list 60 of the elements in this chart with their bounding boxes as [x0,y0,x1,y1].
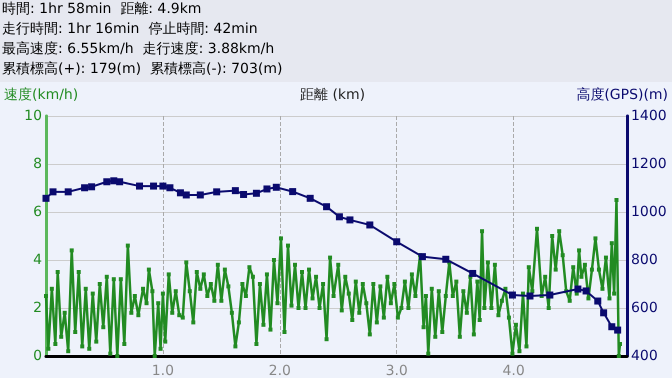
point [366,221,374,228]
y-tick-label: 2 [33,300,42,316]
point [272,184,280,191]
point [240,190,248,198]
point [159,182,166,190]
point [393,238,400,246]
y2-tick-label: 1000 [631,204,667,220]
point [103,178,110,186]
point [81,184,88,192]
point [136,182,144,190]
point [50,188,57,196]
point [64,188,72,196]
point [336,213,343,220]
y-tick-label: 4 [33,252,42,268]
point [594,298,602,305]
point [42,194,50,202]
y2-tick-label: 800 [631,252,658,268]
x-tick-label: 4.0 [502,363,525,378]
x-tick-label: 3.0 [386,363,408,378]
x-axis-title: 距離 (km) [300,87,366,103]
point [182,191,190,198]
text: 累積標高(+): 179(m) 累積標高(-): 703(m) [2,61,282,77]
y-tick-label: 6 [33,204,42,220]
x-tick-label: 1.0 [152,363,174,378]
point [600,309,608,316]
y-tick-label: 0 [33,348,42,364]
point [508,292,516,299]
point [582,287,590,294]
point [574,286,582,293]
point [469,270,476,277]
point [150,182,158,190]
y2-tick-label: 1200 [631,156,667,172]
x-tick-label: 2.0 [268,363,291,378]
point [323,203,330,210]
point [346,216,354,224]
point [418,253,426,260]
point [213,188,220,196]
point [442,256,450,263]
y2-tick-label: 1400 [631,108,667,124]
point [546,292,554,299]
point [252,190,260,197]
point [526,292,534,300]
point [166,184,174,192]
y2-tick-label: 400 [631,348,658,364]
point [614,326,622,334]
point [116,178,124,186]
y-tick-label: 8 [33,156,42,172]
point [306,194,314,202]
y2-tick-label: 600 [631,300,658,316]
y-axis-title: 速度(km/h) [4,87,78,103]
text: 最高速度: 6.55km/h 走行速度: 3.88km/h [2,41,274,57]
point [232,187,239,194]
y-tick-label: 10 [24,108,42,124]
y2-axis-title: 高度(GPS)(m) [576,87,668,103]
point [289,188,296,196]
point [196,191,204,198]
point [88,183,96,190]
text: 走行時間: 1hr 16min 停止時間: 42min [2,21,258,37]
point [263,185,270,192]
text: 時間: 1hr 58min 距離: 4.9km [2,1,202,17]
